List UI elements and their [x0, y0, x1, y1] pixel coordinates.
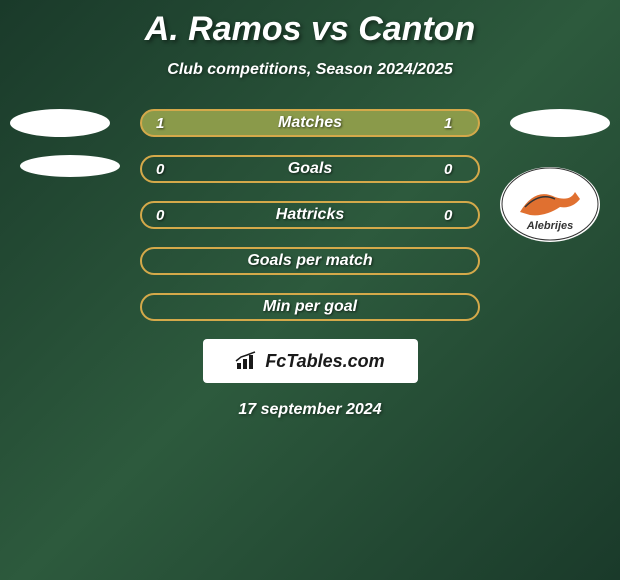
stat-label: Matches	[278, 114, 342, 132]
page-subtitle: Club competitions, Season 2024/2025	[0, 61, 620, 79]
footer-logo-text: FcTables.com	[265, 351, 384, 372]
page-title: A. Ramos vs Canton	[0, 0, 620, 49]
stat-label: Goals	[288, 160, 332, 178]
stat-bar-hattricks: 0 Hattricks 0	[140, 201, 480, 229]
stat-bar-goals-per-match: Goals per match	[140, 247, 480, 275]
stat-bar-goals: 0 Goals 0	[140, 155, 480, 183]
footer-logo[interactable]: FcTables.com	[203, 339, 418, 383]
stat-label: Goals per match	[247, 252, 372, 270]
stat-right-value: 0	[444, 207, 464, 224]
stat-row-hattricks: 0 Hattricks 0	[0, 201, 620, 229]
stat-label: Min per goal	[263, 298, 357, 316]
stat-row-min-per-goal: Min per goal	[0, 293, 620, 321]
stat-row-goals: 0 Goals 0	[0, 155, 620, 183]
stat-left-value: 0	[156, 207, 176, 224]
stat-bar-matches: 1 Matches 1	[140, 109, 480, 137]
chart-icon	[235, 351, 259, 371]
stat-row-matches: 1 Matches 1	[0, 109, 620, 137]
stats-container: Alebrijes 1 Matches 1 0 Goals 0 0 Hattri…	[0, 109, 620, 321]
stat-row-goals-per-match: Goals per match	[0, 247, 620, 275]
stat-right-value: 0	[444, 161, 464, 178]
stat-bar-min-per-goal: Min per goal	[140, 293, 480, 321]
stat-left-value: 1	[156, 115, 176, 132]
stat-left-value: 0	[156, 161, 176, 178]
date-text: 17 september 2024	[0, 401, 620, 419]
stat-right-value: 1	[444, 115, 464, 132]
stat-label: Hattricks	[276, 206, 344, 224]
